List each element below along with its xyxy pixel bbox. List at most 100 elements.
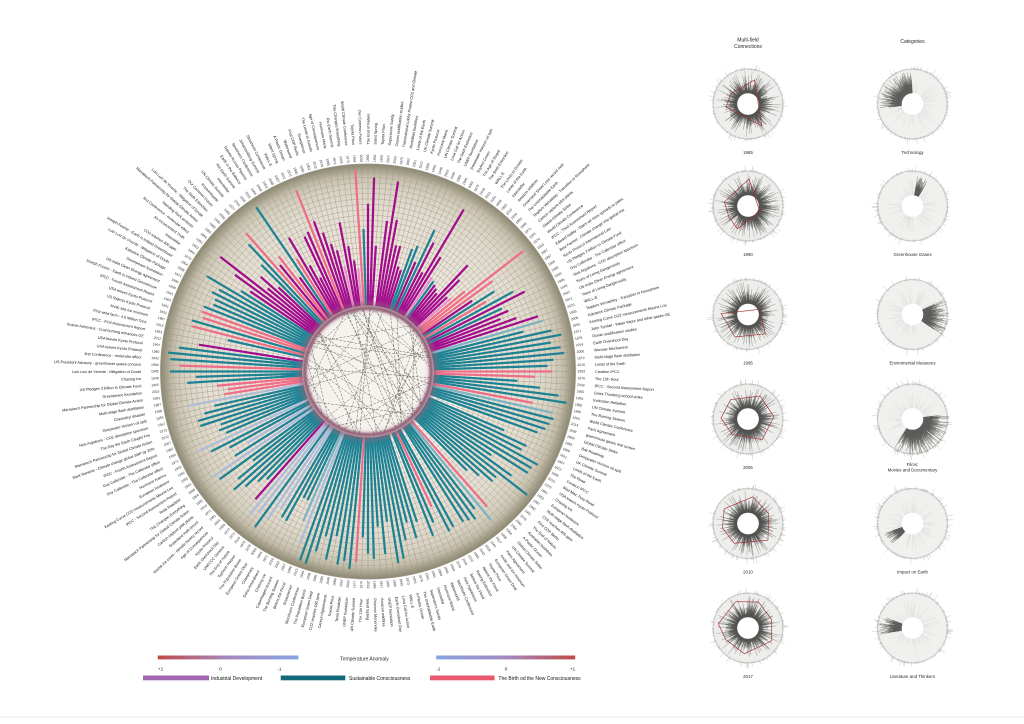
svg-text:1987: 1987	[274, 174, 281, 183]
svg-text:Sustainable Consciousness: Sustainable Consciousness	[349, 676, 411, 682]
svg-text:2008: 2008	[177, 265, 186, 272]
svg-text:+1: +1	[158, 667, 164, 673]
svg-text:WALL-E: WALL-E	[263, 153, 273, 168]
svg-text:1952: 1952	[159, 309, 167, 315]
svg-text:1998: 1998	[218, 212, 226, 220]
svg-text:1957: 1957	[280, 563, 287, 572]
svg-text:Technology: Technology	[901, 150, 924, 155]
svg-text:1992: 1992	[195, 498, 204, 506]
svg-text:1964: 1964	[256, 551, 263, 560]
svg-text:Ocean acidification studies: Ocean acidification studies	[395, 101, 405, 146]
svg-text:Films:: Films:	[907, 462, 919, 467]
svg-text:Connections: Connections	[734, 44, 762, 50]
svg-text:This Changes Everything: This Changes Everything	[332, 104, 341, 147]
svg-text:Literature and Thinkers: Literature and Thinkers	[890, 674, 936, 679]
svg-text:1949: 1949	[560, 284, 569, 291]
svg-text:2016: 2016	[547, 477, 556, 484]
svg-text:Rio Earth Summit: Rio Earth Summit	[325, 118, 334, 149]
svg-text:1949: 1949	[449, 563, 456, 572]
svg-text:1990: 1990	[154, 409, 162, 414]
svg-text:Transnational Lobby Protect CO: Transnational Lobby Protect CO2 and Clim…	[402, 70, 418, 147]
svg-text:UN Climate Summit: UN Climate Summit	[350, 597, 356, 631]
svg-text:1944: 1944	[489, 540, 497, 549]
svg-text:2014: 2014	[570, 422, 578, 428]
svg-text:Greta Thunberg school strike: Greta Thunberg school strike	[594, 391, 643, 400]
svg-text:Ocean acidification studies: Ocean acidification studies	[592, 327, 637, 338]
svg-text:1973: 1973	[228, 532, 236, 540]
svg-text:1942: 1942	[187, 248, 196, 256]
svg-text:2010: 2010	[536, 242, 545, 250]
svg-text:Interstellar: Interstellar	[436, 587, 446, 606]
svg-text:2012: 2012	[280, 172, 287, 181]
svg-text:2017: 2017	[743, 674, 753, 679]
svg-text:1977: 1977	[353, 580, 357, 588]
svg-text:2012: 2012	[564, 296, 573, 302]
svg-text:1944: 1944	[184, 482, 193, 489]
svg-text:1967: 1967	[157, 316, 165, 322]
svg-text:1966: 1966	[473, 551, 480, 560]
svg-text:2013: 2013	[293, 568, 299, 577]
svg-text:1980: 1980	[152, 349, 160, 354]
svg-text:1945: 1945	[151, 370, 159, 374]
svg-text:1976: 1976	[345, 155, 350, 163]
svg-text:+1: +1	[570, 667, 576, 673]
svg-text:first Conference - molecular e: first Conference - molecular effect	[84, 352, 142, 360]
svg-text:1949: 1949	[177, 471, 186, 478]
svg-text:1971: 1971	[286, 169, 293, 178]
svg-text:The 11th Hour: The 11th Hour	[595, 377, 620, 382]
svg-text:Bali Roadmap: Bali Roadmap	[581, 447, 605, 459]
svg-text:WALL-E: WALL-E	[583, 295, 598, 303]
svg-text:Australian bushfires: Australian bushfires	[409, 115, 419, 149]
svg-text:1989: 1989	[151, 363, 159, 367]
svg-text:1970: 1970	[544, 482, 553, 489]
svg-text:1978: 1978	[575, 336, 583, 341]
svg-text:1954: 1954	[195, 237, 204, 245]
svg-text:1988: 1988	[332, 578, 337, 586]
svg-text:2015: 2015	[567, 303, 576, 309]
svg-text:USA leaves Kyoto Protocol: USA leaves Kyoto Protocol	[97, 336, 143, 346]
svg-text:1948: 1948	[450, 171, 457, 180]
svg-text:1960: 1960	[456, 174, 463, 183]
svg-text:1974: 1974	[418, 574, 424, 582]
svg-text:1979: 1979	[455, 560, 462, 569]
svg-text:Earth Overshoot Day: Earth Overshoot Day	[394, 596, 402, 632]
svg-text:Enviromental Measures: Enviromental Measures	[889, 361, 936, 366]
svg-text:2005: 2005	[319, 575, 325, 583]
svg-text:1940: 1940	[213, 217, 221, 225]
svg-text:1994: 1994	[199, 232, 207, 240]
svg-text:1965: 1965	[575, 403, 583, 408]
svg-text:1983: 1983	[208, 222, 216, 230]
svg-text:1954: 1954	[352, 155, 356, 163]
svg-text:2007: 2007	[163, 441, 172, 447]
svg-text:WALL-E: WALL-E	[494, 171, 505, 185]
svg-text:1965: 1965	[510, 523, 518, 531]
svg-text:1988: 1988	[286, 566, 293, 575]
svg-text:Amazon wildfires: Amazon wildfires	[380, 598, 386, 627]
svg-text:The Birth od the New Conscious: The Birth od the New Consciousness	[498, 676, 581, 682]
svg-text:1964: 1964	[163, 296, 172, 302]
svg-text:Industrial Development: Industrial Development	[211, 676, 263, 682]
svg-text:1965: 1965	[576, 389, 584, 394]
svg-text:1987: 1987	[153, 403, 161, 408]
svg-text:1990: 1990	[743, 252, 753, 257]
svg-text:Multi-stage flash distillation: Multi-stage flash distillation	[594, 353, 640, 360]
svg-text:1964: 1964	[572, 415, 580, 421]
svg-text:1968: 1968	[495, 199, 503, 208]
svg-text:1967: 1967	[540, 248, 549, 256]
svg-text:1976: 1976	[577, 376, 585, 380]
svg-text:1976: 1976	[519, 514, 527, 522]
svg-text:1981: 1981	[152, 396, 160, 401]
svg-text:1988: 1988	[551, 265, 560, 272]
svg-text:Extinction Rebellion: Extinction Rebellion	[593, 398, 627, 406]
svg-text:1993: 1993	[262, 180, 269, 189]
svg-text:-1: -1	[436, 667, 441, 673]
svg-text:1971: 1971	[332, 157, 337, 165]
svg-text:1992: 1992	[515, 518, 523, 526]
svg-text:1972: 1972	[467, 554, 474, 563]
svg-text:1988: 1988	[519, 222, 527, 230]
svg-text:1945: 1945	[461, 177, 468, 186]
svg-text:1985: 1985	[743, 150, 753, 155]
svg-text:UN Climate Summit: UN Climate Summit	[592, 405, 626, 414]
svg-text:2006: 2006	[743, 465, 753, 470]
svg-text:1987: 1987	[532, 498, 541, 506]
